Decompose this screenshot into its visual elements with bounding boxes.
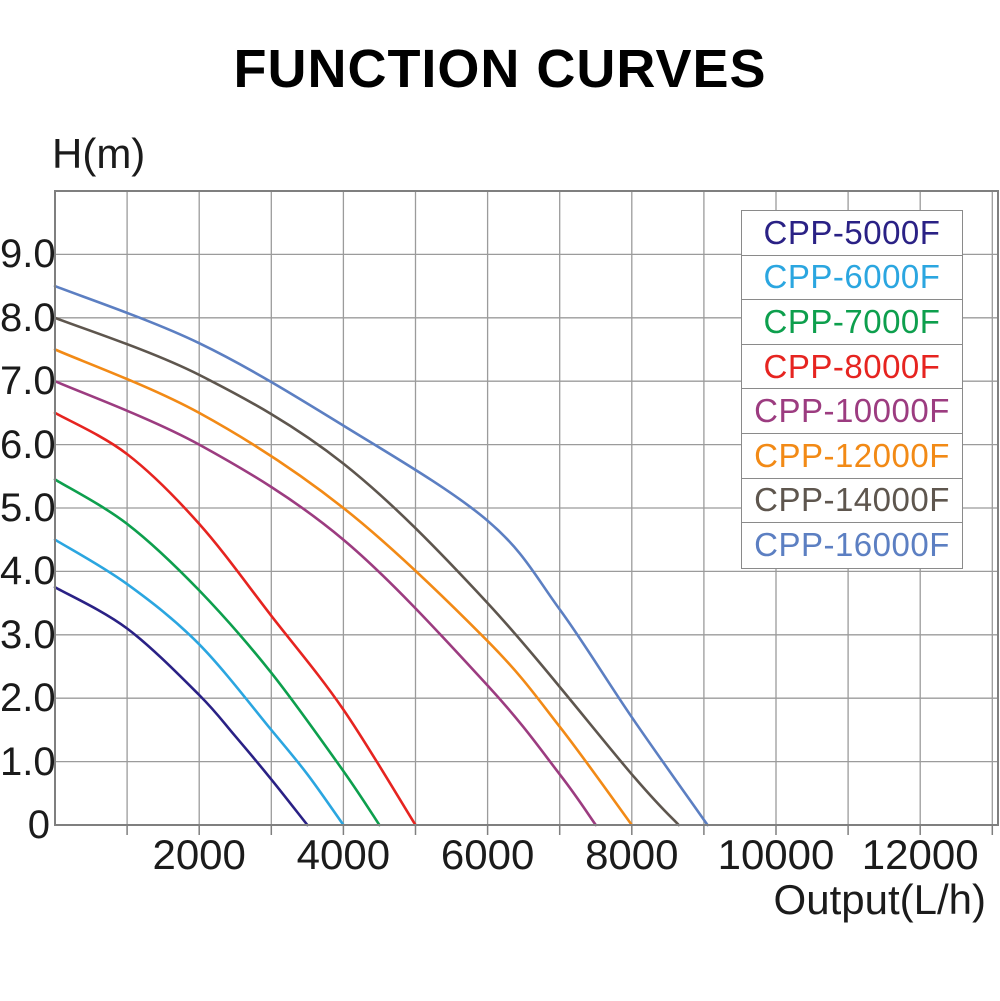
y-tick-label: 1.0 — [0, 739, 56, 784]
legend-label: CPP-12000F — [754, 436, 950, 474]
y-tick-label: 2.0 — [0, 676, 56, 721]
y-tick-label: 6.0 — [0, 422, 56, 467]
x-tick-label: 6000 — [440, 831, 535, 878]
legend-label: CPP-8000F — [763, 347, 941, 385]
x-tick-label: 10000 — [717, 831, 835, 878]
legend-item-cpp-16000f: CPP-16000F — [742, 523, 962, 568]
y-tick-label: 7.0 — [0, 359, 56, 404]
legend-item-cpp-8000f: CPP-8000F — [742, 344, 962, 390]
legend-label: CPP-16000F — [754, 526, 950, 564]
legend-item-cpp-7000f: CPP-7000F — [742, 300, 962, 345]
y-tick-label: 9.0 — [0, 232, 56, 277]
curve-cpp-14000f — [53, 316, 680, 827]
legend: CPP-5000F CPP-6000F CPP-7000F CPP-8000F CPP-… — [741, 210, 963, 569]
legend-item-cpp-14000f: CPP-14000F — [742, 478, 962, 524]
legend-item-cpp-12000f: CPP-12000F — [742, 433, 962, 479]
legend-label: CPP-10000F — [754, 392, 950, 430]
y-tick-label: 4.0 — [0, 549, 56, 594]
curve-cpp-16000f — [53, 284, 709, 827]
legend-label: CPP-6000F — [763, 258, 941, 296]
y-tick-label: 8.0 — [0, 295, 56, 340]
chart-title: FUNCTION CURVES — [233, 39, 767, 99]
y-tick-label: 0 — [27, 803, 50, 847]
curve-cpp-5000f — [53, 585, 309, 827]
curve-cpp-8000f — [53, 411, 417, 827]
legend-label: CPP-7000F — [763, 302, 941, 340]
curve-cpp-10000f — [53, 379, 598, 827]
x-tick-label: 2000 — [152, 831, 246, 878]
y-tick-label: 5.0 — [0, 486, 56, 530]
legend-label: CPP-14000F — [754, 481, 950, 519]
x-tick-label: 12000 — [861, 831, 979, 878]
curve-cpp-12000f — [53, 348, 634, 827]
y-axis-title: H(m) — [52, 130, 146, 177]
legend-item-cpp-6000f: CPP-6000F — [742, 255, 962, 301]
x-tick-label: 8000 — [585, 831, 679, 878]
legend-label: CPP-5000F — [763, 213, 941, 251]
legend-item-cpp-10000f: CPP-10000F — [742, 389, 962, 434]
curve-cpp-7000f — [53, 478, 381, 827]
legend-item-cpp-5000f: CPP-5000F — [742, 211, 962, 256]
x-tick-label: 4000 — [296, 831, 391, 878]
y-tick-label: 3.0 — [0, 612, 56, 657]
curve-cpp-6000f — [53, 538, 345, 827]
plot-border — [54, 190, 999, 826]
x-axis-title: Output(L/h) — [773, 876, 986, 923]
